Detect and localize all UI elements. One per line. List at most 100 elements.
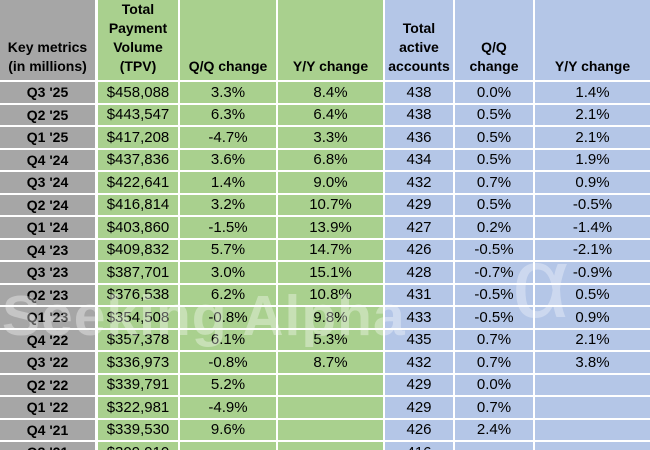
cell-tpv-qq-change: 9.6% — [180, 419, 278, 442]
cell-accounts-yy-change: 2.1% — [535, 104, 650, 127]
cell-tpv-value: $443,547 — [98, 104, 180, 127]
table-row: Q3 '25 $458,088 3.3% 8.4% 438 0.0% 1.4% — [0, 82, 650, 105]
cell-quarter-label: Q1 '25 — [0, 127, 98, 150]
cell-accounts-yy-change: 1.4% — [535, 82, 650, 105]
table-row: Q2 '25 $443,547 6.3% 6.4% 438 0.5% 2.1% — [0, 104, 650, 127]
cell-tpv-yy-change: 14.7% — [278, 239, 385, 262]
table-row: Q1 '23 $354,508 -0.8% 9.8% 433 -0.5% 0.9… — [0, 307, 650, 330]
cell-quarter-label: Q1 '22 — [0, 397, 98, 420]
cell-accounts-value: 432 — [385, 172, 455, 195]
cell-accounts-value: 438 — [385, 82, 455, 105]
cell-accounts-value: 427 — [385, 217, 455, 240]
cell-tpv-value: $387,701 — [98, 262, 180, 285]
cell-accounts-value: 416 — [385, 442, 455, 450]
cell-accounts-value: 436 — [385, 127, 455, 150]
cell-tpv-qq-change — [180, 442, 278, 450]
cell-accounts-yy-change — [535, 419, 650, 442]
cell-accounts-yy-change: -2.1% — [535, 239, 650, 262]
cell-accounts-value: 434 — [385, 149, 455, 172]
cell-accounts-qq-change: 0.7% — [455, 397, 535, 420]
cell-tpv-qq-change: 5.2% — [180, 374, 278, 397]
cell-accounts-yy-change: 0.9% — [535, 172, 650, 195]
cell-accounts-qq-change: -0.7% — [455, 262, 535, 285]
cell-accounts-qq-change: 0.2% — [455, 217, 535, 240]
cell-accounts-yy-change — [535, 374, 650, 397]
table-row: Q2 '24 $416,814 3.2% 10.7% 429 0.5% -0.5… — [0, 194, 650, 217]
cell-tpv-yy-change — [278, 374, 385, 397]
cell-accounts-value: 431 — [385, 284, 455, 307]
cell-accounts-value: 426 — [385, 239, 455, 262]
cell-tpv-value: $376,538 — [98, 284, 180, 307]
cell-accounts-value: 428 — [385, 262, 455, 285]
cell-tpv-qq-change: -0.8% — [180, 352, 278, 375]
cell-quarter-label: Q1 '23 — [0, 307, 98, 330]
cell-tpv-yy-change: 8.4% — [278, 82, 385, 105]
cell-tpv-yy-change: 15.1% — [278, 262, 385, 285]
cell-quarter-label: Q4 '22 — [0, 329, 98, 352]
cell-accounts-yy-change — [535, 442, 650, 450]
cell-accounts-qq-change: -0.5% — [455, 307, 535, 330]
table-row: Q1 '25 $417,208 -4.7% 3.3% 436 0.5% 2.1% — [0, 127, 650, 150]
cell-tpv-value: $417,208 — [98, 127, 180, 150]
cell-tpv-value: $336,973 — [98, 352, 180, 375]
col-header-active-accounts: Total active accounts — [385, 0, 455, 82]
cell-accounts-yy-change: 2.1% — [535, 127, 650, 150]
cell-accounts-value: 438 — [385, 104, 455, 127]
cell-accounts-qq-change: 0.5% — [455, 149, 535, 172]
col-header-accounts-qq-change: Q/Q change — [455, 0, 535, 82]
cell-accounts-yy-change: 2.1% — [535, 329, 650, 352]
cell-quarter-label: Q4 '24 — [0, 149, 98, 172]
cell-quarter-label: Q3 '25 — [0, 82, 98, 105]
cell-accounts-qq-change: 0.5% — [455, 104, 535, 127]
cell-tpv-value: $409,832 — [98, 239, 180, 262]
table-row: Q1 '22 $322,981 -4.9% 429 0.7% — [0, 397, 650, 420]
cell-accounts-value: 429 — [385, 374, 455, 397]
cell-tpv-yy-change — [278, 419, 385, 442]
cell-tpv-yy-change: 10.8% — [278, 284, 385, 307]
cell-accounts-qq-change: 0.7% — [455, 329, 535, 352]
cell-accounts-qq-change: 2.4% — [455, 419, 535, 442]
cell-accounts-value: 429 — [385, 397, 455, 420]
table-row: Q2 '22 $339,791 5.2% 429 0.0% — [0, 374, 650, 397]
cell-tpv-value: $403,860 — [98, 217, 180, 240]
col-header-tpv-yy-change: Y/Y change — [278, 0, 385, 82]
cell-tpv-yy-change: 6.8% — [278, 149, 385, 172]
col-header-tpv: Total Payment Volume (TPV) — [98, 0, 180, 82]
col-header-tpv-qq-change: Q/Q change — [180, 0, 278, 82]
cell-accounts-yy-change: -1.4% — [535, 217, 650, 240]
cell-tpv-value: $422,641 — [98, 172, 180, 195]
cell-accounts-qq-change: 0.0% — [455, 374, 535, 397]
cell-quarter-label: Q3 '21 — [0, 442, 98, 450]
cell-tpv-yy-change: 13.9% — [278, 217, 385, 240]
cell-quarter-label: Q4 '21 — [0, 419, 98, 442]
table-row: Q3 '21 $309,910 416 — [0, 442, 650, 450]
cell-quarter-label: Q2 '23 — [0, 284, 98, 307]
table-body: Q3 '25 $458,088 3.3% 8.4% 438 0.0% 1.4% … — [0, 82, 650, 450]
header-row: Key metrics (in millions) Total Payment … — [0, 0, 650, 82]
cell-tpv-yy-change: 6.4% — [278, 104, 385, 127]
cell-accounts-yy-change: -0.5% — [535, 194, 650, 217]
cell-accounts-qq-change: 0.0% — [455, 82, 535, 105]
cell-accounts-qq-change: 0.7% — [455, 172, 535, 195]
cell-accounts-yy-change — [535, 397, 650, 420]
table-row: Q2 '23 $376,538 6.2% 10.8% 431 -0.5% 0.5… — [0, 284, 650, 307]
cell-tpv-value: $416,814 — [98, 194, 180, 217]
cell-tpv-value: $339,791 — [98, 374, 180, 397]
col-header-key-metrics: Key metrics (in millions) — [0, 0, 98, 82]
cell-tpv-yy-change: 8.7% — [278, 352, 385, 375]
cell-accounts-value: 432 — [385, 352, 455, 375]
cell-tpv-qq-change: -1.5% — [180, 217, 278, 240]
table-row: Q1 '24 $403,860 -1.5% 13.9% 427 0.2% -1.… — [0, 217, 650, 240]
cell-tpv-yy-change: 10.7% — [278, 194, 385, 217]
cell-accounts-yy-change: 1.9% — [535, 149, 650, 172]
cell-tpv-value: $339,530 — [98, 419, 180, 442]
table-row: Q4 '21 $339,530 9.6% 426 2.4% — [0, 419, 650, 442]
table-row: Q4 '24 $437,836 3.6% 6.8% 434 0.5% 1.9% — [0, 149, 650, 172]
cell-tpv-qq-change: 6.3% — [180, 104, 278, 127]
cell-tpv-yy-change: 5.3% — [278, 329, 385, 352]
cell-tpv-value: $354,508 — [98, 307, 180, 330]
table-header: Key metrics (in millions) Total Payment … — [0, 0, 650, 82]
cell-tpv-value: $309,910 — [98, 442, 180, 450]
cell-accounts-qq-change: -0.5% — [455, 284, 535, 307]
